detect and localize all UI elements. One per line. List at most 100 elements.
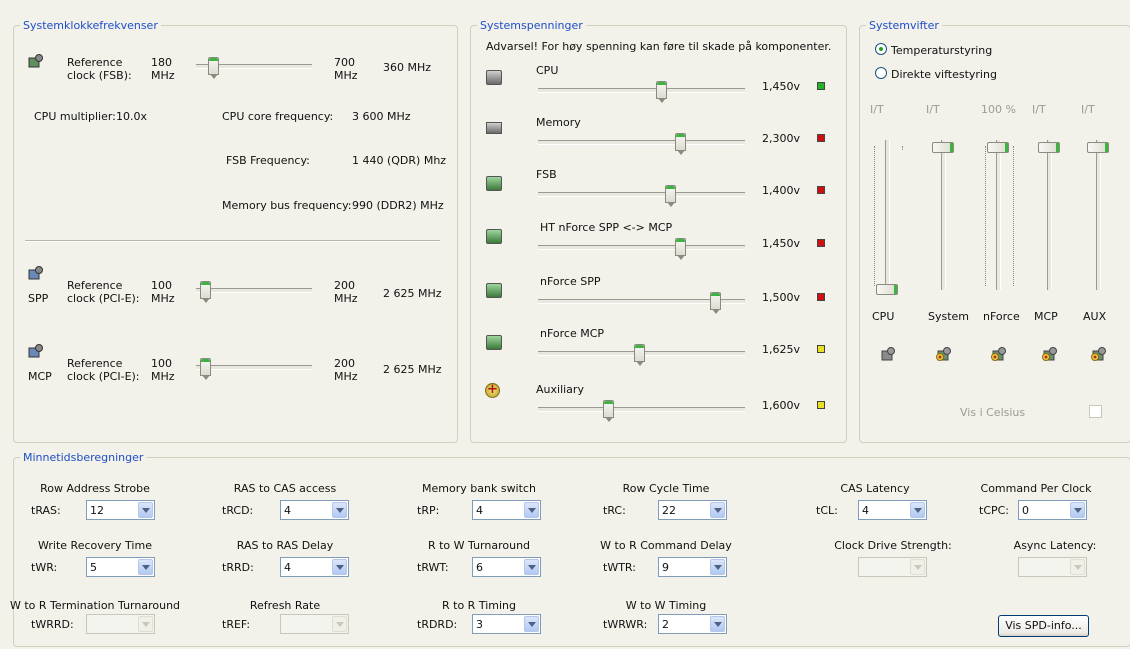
voltage-value: 1,500v: [762, 291, 801, 304]
voltage-slider-thumb[interactable]: [602, 400, 614, 422]
chevron-down-icon[interactable]: [524, 616, 539, 632]
mcp-slider-thumb[interactable]: [200, 358, 211, 380]
fan-slider[interactable]: [885, 140, 890, 290]
fan-settings-icon[interactable]: [935, 346, 951, 362]
timing-select[interactable]: 6: [472, 557, 541, 577]
voltage-slider[interactable]: [538, 299, 745, 304]
fan-settings-icon[interactable]: [1041, 346, 1057, 362]
timing-select-value: 4: [476, 504, 483, 517]
timing-abbr: tRAS:: [31, 504, 61, 517]
timing-select-value: 2: [662, 618, 669, 631]
timing-select[interactable]: 4: [280, 500, 349, 520]
fan-slider-thumb[interactable]: [1038, 142, 1060, 153]
timing-select-value: 4: [284, 504, 291, 517]
fan-name: MCP: [1034, 310, 1058, 323]
chevron-down-icon[interactable]: [910, 502, 925, 518]
voltage-slider[interactable]: [538, 245, 745, 250]
celsius-label: Vis i Celsius: [960, 406, 1026, 419]
timing-select[interactable]: 0: [1018, 500, 1087, 520]
fan-name: CPU: [872, 310, 895, 323]
voltage-slider-thumb[interactable]: [675, 238, 687, 260]
fan-slider[interactable]: [1096, 140, 1101, 290]
timing-heading: R to W Turnaround: [427, 539, 531, 552]
fan-slider[interactable]: [1047, 140, 1052, 290]
timing-select-value: 3: [476, 618, 483, 631]
voltage-slider-thumb[interactable]: [634, 344, 646, 366]
direct-fan-control-radio[interactable]: [875, 67, 887, 79]
fan-slider[interactable]: [941, 140, 946, 290]
temperature-control-label: Temperaturstyring: [891, 44, 993, 57]
fan-reading: I/T: [1081, 103, 1095, 116]
voltage-slider-thumb[interactable]: [655, 81, 667, 103]
timing-select-value: 22: [662, 504, 676, 517]
chevron-down-icon[interactable]: [1070, 502, 1085, 518]
chevron-down-icon[interactable]: [138, 559, 153, 575]
spp-label: Reference clock (PCI-E):: [67, 279, 140, 305]
voltage-status-led: [817, 82, 825, 90]
fan-settings-icon[interactable]: [990, 346, 1006, 362]
timing-heading: Row Address Strobe: [40, 482, 150, 495]
voltage-slider-thumb[interactable]: [710, 292, 722, 314]
fsb-value: 360 MHz: [383, 61, 432, 74]
voltage-value: 1,600v: [762, 399, 801, 412]
timing-select[interactable]: 12: [86, 500, 155, 520]
fan-slider-thumb[interactable]: [987, 142, 1009, 153]
temperature-control-radio[interactable]: [875, 43, 887, 55]
timing-select[interactable]: 3: [472, 614, 541, 634]
spp-slider-thumb[interactable]: [200, 281, 211, 303]
chevron-down-icon[interactable]: [524, 502, 539, 518]
spd-info-button[interactable]: Vis SPD-info...: [998, 615, 1089, 637]
chevron-down-icon[interactable]: [710, 559, 725, 575]
voltage-slider[interactable]: [538, 407, 745, 412]
fsb-slider[interactable]: [196, 64, 312, 69]
voltage-slider-thumb[interactable]: [665, 185, 677, 207]
clock-group-title: Systemklokkefrekvenser: [20, 19, 161, 32]
chevron-down-icon[interactable]: [332, 559, 347, 575]
fan-slider-thumb[interactable]: [932, 142, 954, 153]
timing-heading: W to R Termination Turnaround: [9, 599, 181, 612]
timing-select[interactable]: 22: [658, 500, 727, 520]
chevron-down-icon[interactable]: [332, 502, 347, 518]
fans-group-title: Systemvifter: [866, 19, 942, 32]
voltage-slider-thumb[interactable]: [675, 133, 687, 155]
voltage-label: CPU: [536, 64, 559, 77]
voltage-value: 1,625v: [762, 343, 801, 356]
cpu-chip-icon: [28, 54, 43, 68]
celsius-checkbox[interactable]: [1089, 405, 1102, 418]
spp-slider[interactable]: [196, 288, 312, 293]
timing-select-value: 9: [662, 561, 669, 574]
voltage-value: 2,300v: [762, 132, 801, 145]
voltage-slider[interactable]: [538, 88, 745, 93]
timing-select[interactable]: 4: [280, 557, 349, 577]
chevron-down-icon[interactable]: [710, 616, 725, 632]
voltage-label: HT nForce SPP <-> MCP: [540, 221, 673, 234]
voltage-label: Auxiliary: [536, 383, 584, 396]
timing-abbr: tRRD:: [222, 561, 254, 574]
timing-select[interactable]: 4: [858, 500, 927, 520]
fan-slider[interactable]: [996, 140, 1001, 290]
fsb-min: 180 MHz: [151, 56, 175, 82]
memory-chip-icon: [486, 122, 502, 134]
fan-settings-icon[interactable]: [1090, 346, 1106, 362]
voltage-slider[interactable]: [538, 140, 745, 145]
timing-heading: Memory bank switch: [422, 482, 536, 495]
timing-heading: Row Cycle Time: [622, 482, 710, 495]
chevron-down-icon: [138, 616, 153, 632]
fan-slider-thumb[interactable]: [1087, 142, 1109, 153]
timing-select[interactable]: 2: [658, 614, 727, 634]
timing-select[interactable]: 9: [658, 557, 727, 577]
voltage-value: 1,450v: [762, 80, 801, 93]
timing-select[interactable]: 5: [86, 557, 155, 577]
fan-name: nForce: [983, 310, 1020, 323]
chevron-down-icon[interactable]: [524, 559, 539, 575]
fsb-slider-thumb[interactable]: [208, 57, 220, 79]
fan-settings-icon[interactable]: [879, 346, 895, 362]
voltage-slider[interactable]: [538, 192, 745, 197]
voltage-status-led: [817, 345, 825, 353]
chip-icon: [486, 283, 502, 298]
chevron-down-icon[interactable]: [138, 502, 153, 518]
chevron-down-icon[interactable]: [710, 502, 725, 518]
timing-select[interactable]: 4: [472, 500, 541, 520]
mcp-slider[interactable]: [196, 365, 312, 370]
fan-slider-thumb[interactable]: [876, 284, 898, 295]
